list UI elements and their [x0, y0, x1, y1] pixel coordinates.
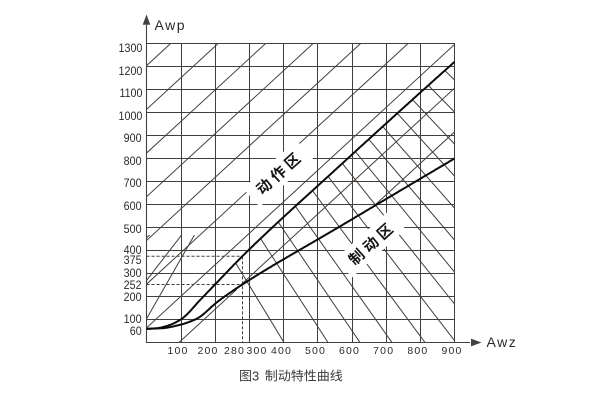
svg-text:3: 3	[252, 368, 259, 383]
